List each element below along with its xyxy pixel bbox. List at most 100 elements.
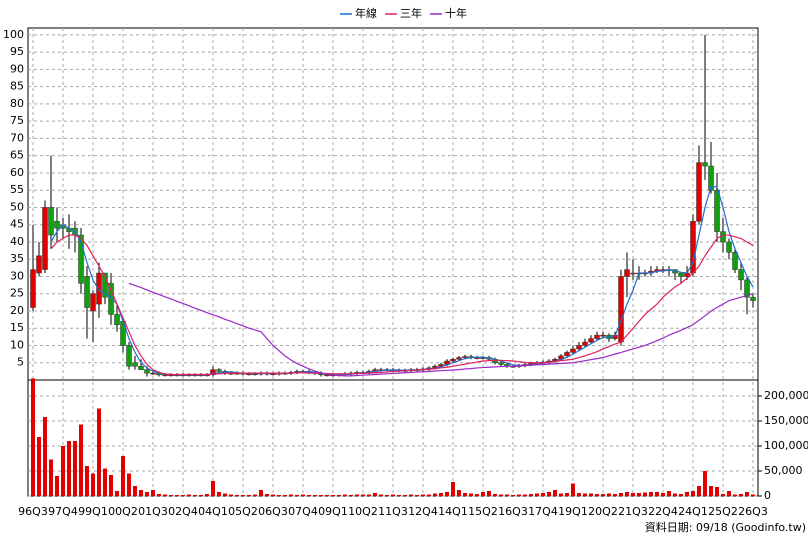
candle-body — [588, 338, 594, 343]
candle-body — [132, 362, 138, 367]
ma-line — [50, 234, 754, 376]
volume-bar — [691, 491, 695, 496]
y-tick-label: 80 — [10, 97, 24, 110]
volume-bar — [115, 491, 119, 496]
candle-body — [624, 269, 630, 277]
x-tick-label: 20Q2 — [588, 505, 618, 518]
volume-bar — [163, 494, 167, 496]
candle-body — [582, 341, 588, 346]
volume-bar — [625, 492, 629, 496]
candle-body — [456, 357, 462, 360]
legend-label: 十年 — [445, 6, 467, 20]
volume-bar — [529, 494, 533, 496]
x-tick-label: 15Q2 — [468, 505, 498, 518]
candle-body — [36, 255, 42, 274]
volume-bar — [427, 494, 431, 496]
volume-bar — [703, 471, 707, 496]
volume-bar — [421, 494, 425, 496]
volume-bar — [187, 494, 191, 496]
volume-bar — [307, 495, 311, 496]
candle-body — [720, 231, 726, 243]
volume-bar — [91, 473, 95, 496]
volume-bar — [451, 482, 455, 496]
volume-bar — [355, 494, 359, 496]
candle-body — [438, 364, 444, 367]
volume-bar — [301, 494, 305, 496]
y-tick-label: 85 — [10, 80, 24, 93]
volume-bar — [673, 493, 677, 496]
x-tick-label: 06Q3 — [258, 505, 288, 518]
candle-body — [114, 314, 120, 326]
volume-bar — [553, 490, 557, 496]
volume-bar — [217, 492, 221, 496]
volume-bar — [133, 486, 137, 496]
y2-tick-label: 50,000 — [764, 464, 803, 477]
candle-body — [708, 165, 714, 191]
volume-bar — [457, 490, 461, 496]
x-tick-label: 26Q3 — [738, 505, 768, 518]
candle-body — [702, 162, 708, 167]
volume-bar — [181, 495, 185, 496]
volume-bar — [367, 494, 371, 496]
volume-bar — [697, 486, 701, 496]
volume-bar — [655, 492, 659, 496]
volume-bar — [373, 493, 377, 496]
volume-bar — [535, 493, 539, 496]
volume-bar — [565, 493, 569, 496]
volume-bar — [403, 495, 407, 496]
volume-bar — [721, 494, 725, 496]
y-tick-label: 25 — [10, 287, 24, 300]
volume-bar — [151, 490, 155, 496]
volume-bar — [385, 495, 389, 496]
x-tick-label: 09Q1 — [318, 505, 348, 518]
y2-tick-label: 150,000 — [764, 414, 808, 427]
volume-bar — [253, 494, 257, 496]
volume-bar — [391, 494, 395, 496]
candle-body — [96, 272, 102, 305]
volume-bar — [589, 493, 593, 496]
candle-body — [750, 296, 756, 301]
volume-bar — [259, 490, 263, 496]
candle-body — [42, 207, 48, 270]
volume-bar — [223, 493, 227, 496]
candle-body — [618, 276, 624, 343]
x-tick-label: 07Q4 — [288, 505, 318, 518]
y-tick-label: 55 — [10, 183, 24, 196]
candle-body — [732, 252, 738, 270]
volume-bar — [523, 494, 527, 496]
volume-bar — [361, 494, 365, 496]
volume-bar — [487, 491, 491, 496]
volume-bar — [157, 494, 161, 496]
volume-bar — [139, 490, 143, 496]
volume-bar — [511, 495, 515, 496]
candle-body — [210, 369, 216, 376]
y-tick-label: 35 — [10, 252, 24, 265]
volume-bar — [739, 494, 743, 496]
volume-bar — [211, 481, 215, 496]
candle-body — [90, 293, 96, 312]
volume-bar — [313, 495, 317, 496]
volume-bar — [235, 495, 239, 496]
x-tick-label: 04Q1 — [198, 505, 228, 518]
volume-bar — [79, 424, 83, 496]
y-tick-label: 30 — [10, 269, 24, 282]
volume-bar — [505, 494, 509, 496]
volume-bar — [37, 437, 41, 496]
volume-bar — [499, 494, 503, 496]
volume-bar — [685, 492, 689, 496]
volume-bar — [463, 493, 467, 496]
legend-label: 三年 — [400, 6, 422, 20]
volume-bar — [397, 495, 401, 496]
y-tick-label: 75 — [10, 114, 24, 127]
x-tick-label: 22Q4 — [648, 505, 678, 518]
y-tick-label: 95 — [10, 45, 24, 58]
volume-bar — [229, 494, 233, 496]
x-tick-label: 11Q3 — [378, 505, 408, 518]
x-tick-label: 19Q1 — [558, 505, 588, 518]
volume-bar — [715, 487, 719, 496]
x-tick-label: 00Q2 — [108, 505, 138, 518]
volume-bar — [247, 495, 251, 496]
candle-body — [324, 374, 330, 377]
